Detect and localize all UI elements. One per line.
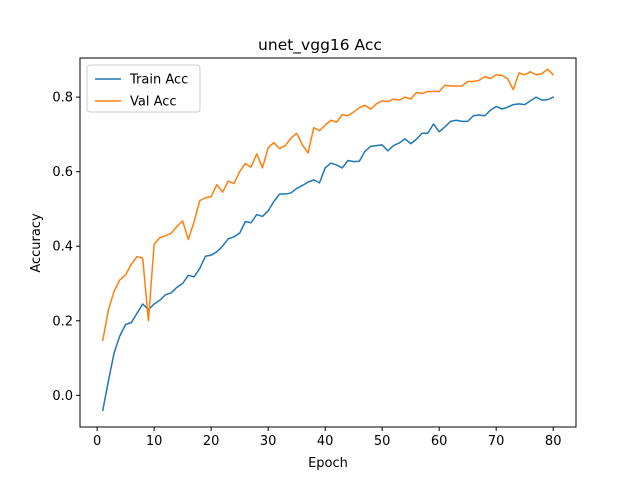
x-tick-label: 30 bbox=[260, 434, 277, 449]
y-tick-label: 0.4 bbox=[52, 240, 73, 255]
x-tick-label: 20 bbox=[203, 434, 220, 449]
x-tick-label: 70 bbox=[488, 434, 505, 449]
chart-title: unet_vgg16 Acc bbox=[258, 36, 382, 55]
y-tick-label: 0.0 bbox=[52, 389, 73, 404]
series-line-train-acc bbox=[101, 96, 555, 412]
series-line-val-acc bbox=[101, 68, 555, 342]
y-tick-label: 0.8 bbox=[52, 91, 73, 106]
x-tick-label: 80 bbox=[545, 434, 562, 449]
x-tick-label: 60 bbox=[431, 434, 448, 449]
x-tick-label: 40 bbox=[317, 434, 334, 449]
x-axis-title: Epoch bbox=[308, 456, 348, 471]
legend-label: Train Acc bbox=[129, 73, 188, 88]
legend-label: Val Acc bbox=[130, 95, 177, 110]
y-tick-label: 0.2 bbox=[52, 314, 73, 329]
axes-frame bbox=[79, 57, 577, 428]
y-axis-title: Accuracy bbox=[29, 213, 44, 273]
plot-area: 0 10 20 30 40 50 60 70 80 0.0 0.2 0.4 0.6 0.8 bbox=[52, 57, 577, 449]
x-tick-label: 50 bbox=[374, 434, 391, 449]
x-tick-label: 10 bbox=[146, 434, 163, 449]
y-tick-label: 0.6 bbox=[52, 165, 73, 180]
legend: Train Acc Val Acc bbox=[86, 64, 201, 113]
x-tick-label: 0 bbox=[93, 434, 101, 449]
